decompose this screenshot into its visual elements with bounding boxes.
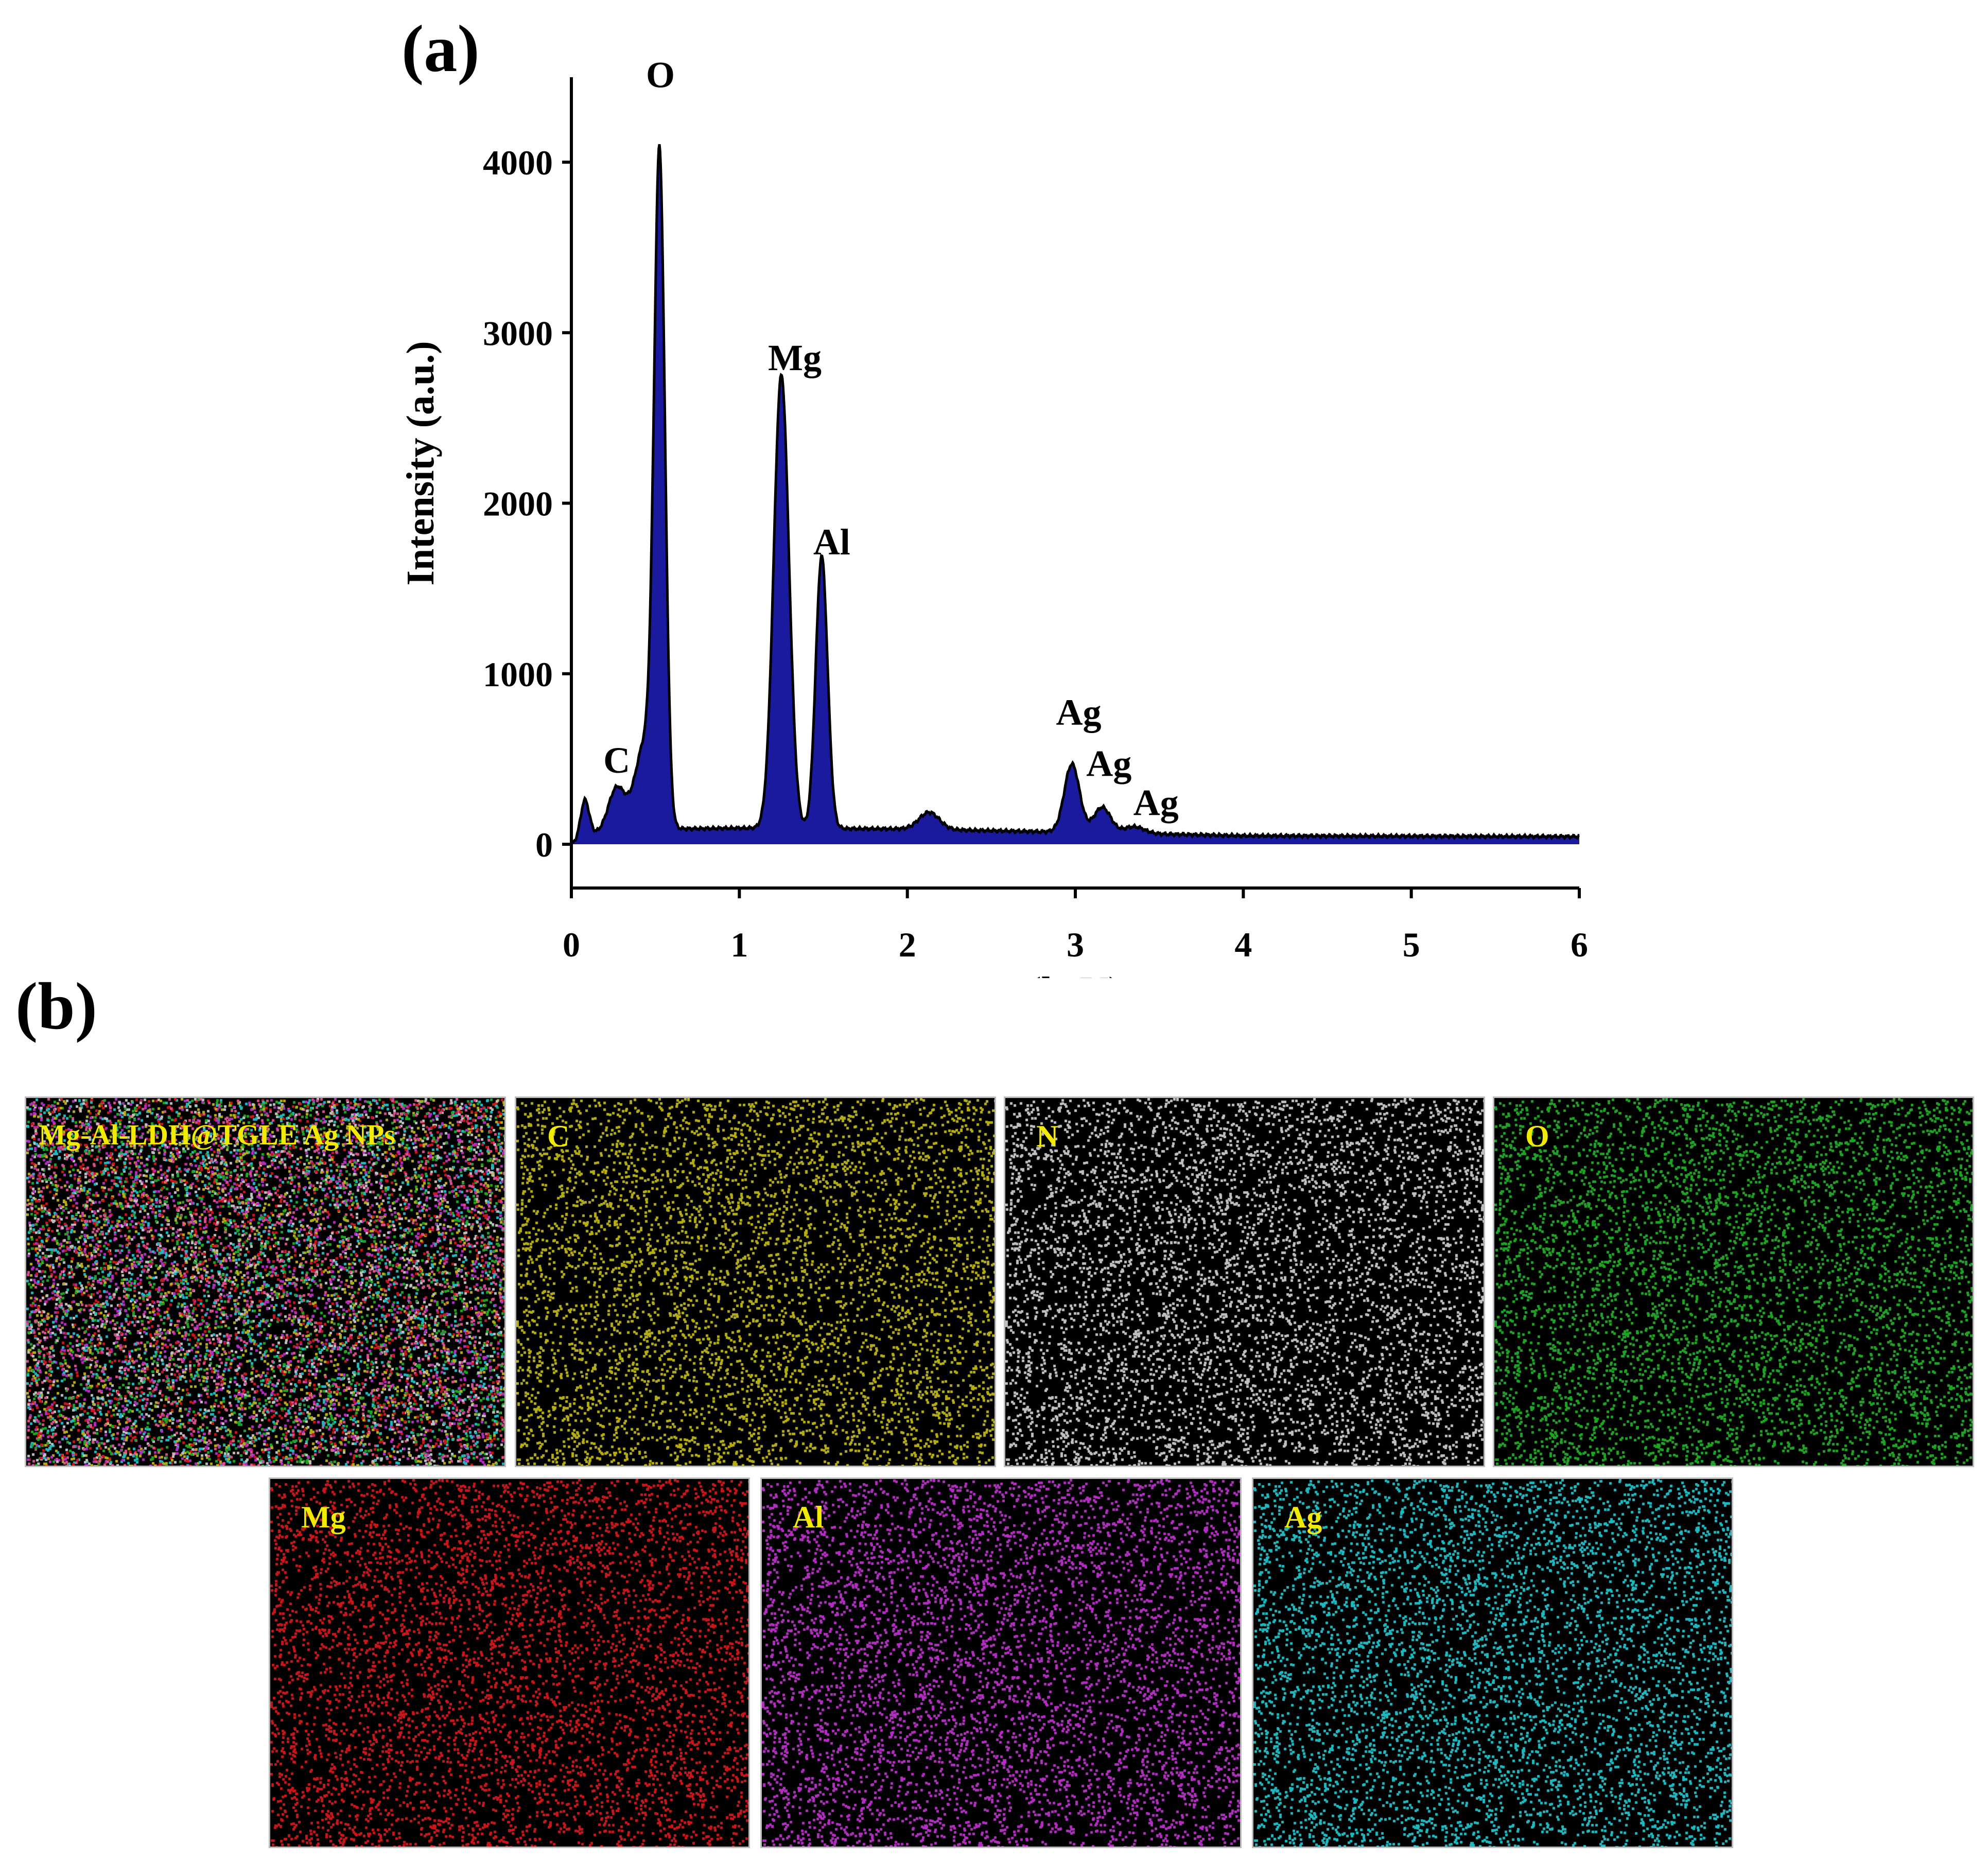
y-tick-label: 2000 (483, 484, 553, 524)
element-map-label: C (547, 1119, 570, 1153)
element-map-mg: Mg (269, 1477, 750, 1848)
element-map-o: O (1493, 1097, 1974, 1467)
panel-a-label: (a) (402, 12, 480, 86)
element-map-image (516, 1098, 995, 1466)
element-map-label: Al (793, 1500, 824, 1534)
peak-label-ag: Ag (1086, 743, 1131, 785)
element-map-image (1253, 1479, 1732, 1847)
x-axis-title: E (keV) (992, 969, 1121, 978)
element-map-c: C (515, 1097, 996, 1467)
peak-label-ag: Ag (1133, 782, 1179, 824)
peak-label-c: C (603, 740, 630, 781)
element-map-al: Al (760, 1477, 1242, 1848)
panel-b-label: (b) (15, 969, 97, 1043)
spectrum-fill (571, 144, 1579, 845)
spectrum-line (570, 144, 1580, 845)
spectrum-plot-area (570, 144, 1580, 845)
x-tick-label: 1 (730, 925, 748, 964)
element-map-image (1494, 1098, 1973, 1466)
x-tick-label: 2 (899, 925, 916, 964)
element-map-image (270, 1479, 748, 1847)
peak-label-al: Al (813, 521, 850, 563)
y-tick-label: 3000 (483, 314, 553, 353)
peak-label-ag: Ag (1056, 692, 1102, 733)
peak-label-o: O (646, 54, 675, 95)
element-map-mg-al-ldh-tgle-ag-nps: Mg-Al-LDH@TGLE Ag NPs (25, 1097, 506, 1467)
element-map-label: O (1525, 1119, 1549, 1153)
peak-label-mg: Mg (768, 337, 822, 378)
y-tick-label: 4000 (483, 143, 553, 182)
x-tick-label: 6 (1571, 925, 1588, 964)
y-axis-ticks: 0 1000 2000 3000 4000 (483, 143, 571, 864)
y-tick-label: 1000 (483, 655, 553, 694)
x-axis-ticks: 0 1 2 3 4 5 6 (563, 888, 1588, 964)
element-map-image (762, 1479, 1240, 1847)
element-map-image (26, 1098, 504, 1466)
x-tick-label: 0 (563, 925, 580, 964)
element-map-label: Mg (301, 1500, 346, 1534)
element-map-label: Ag (1284, 1500, 1322, 1534)
x-tick-label: 4 (1234, 925, 1252, 964)
x-tick-label: 3 (1067, 925, 1084, 964)
y-tick-label: 0 (535, 825, 553, 864)
x-tick-label: 5 (1403, 925, 1420, 964)
element-map-label: Mg-Al-LDH@TGLE Ag NPs (39, 1119, 395, 1151)
element-map-image (1005, 1098, 1484, 1466)
element-map-ag: Ag (1252, 1477, 1733, 1848)
element-map-label: N (1036, 1119, 1059, 1153)
element-map-n: N (1004, 1097, 1485, 1467)
y-axis-title: Intensity (a.u.) (399, 341, 442, 585)
